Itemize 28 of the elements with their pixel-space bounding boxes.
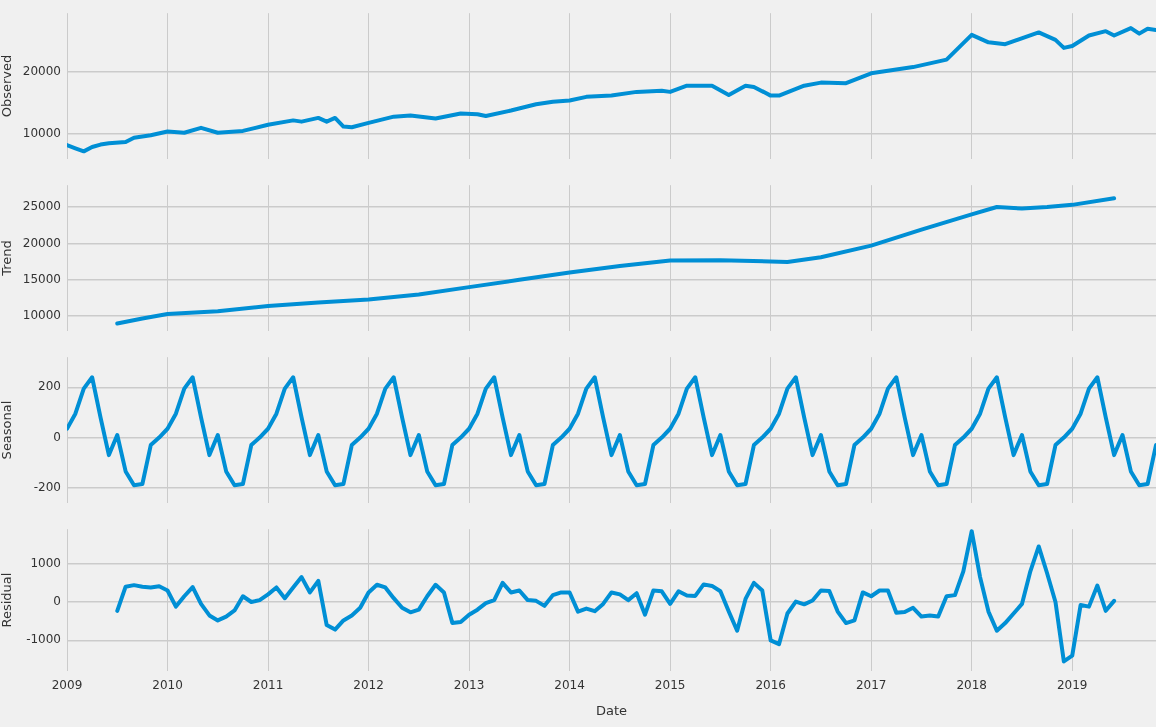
x-tick-label: 2016 [755, 678, 786, 693]
x-tick-label: 2014 [554, 678, 585, 693]
y-tick-label: 25000 [22, 199, 61, 214]
x-tick-label: 2010 [152, 678, 183, 693]
y-axis-title: Seasonal [0, 400, 15, 460]
y-tick-label: -1000 [26, 632, 61, 647]
x-tick-label: 2009 [51, 678, 83, 693]
y-tick-label: 10000 [22, 308, 61, 323]
x-tick-label: 2012 [353, 678, 384, 693]
y-tick-label: 1000 [30, 555, 61, 570]
y-tick-label: 200 [38, 379, 61, 394]
y-tick-label: 10000 [22, 126, 61, 141]
x-tick-label: 2017 [855, 678, 887, 693]
y-tick-label: 20000 [22, 235, 61, 250]
y-axis-title: Observed [0, 54, 15, 118]
x-tick-label: 2013 [453, 678, 485, 693]
x-tick-label: 2011 [252, 678, 284, 693]
y-axis-title: Trend [0, 240, 15, 277]
y-tick-label: 0 [53, 429, 61, 444]
x-tick-label: 2015 [654, 678, 686, 693]
x-tick-label: 2018 [956, 678, 987, 693]
x-tick-label: 2019 [1056, 678, 1088, 693]
y-axis-title: Residual [0, 572, 15, 628]
y-tick-label: 0 [53, 594, 61, 609]
y-tick-label: 20000 [22, 64, 61, 79]
y-tick-label: 15000 [22, 271, 61, 286]
x-axis-title: Date [595, 702, 628, 718]
y-tick-label: -200 [33, 479, 61, 494]
